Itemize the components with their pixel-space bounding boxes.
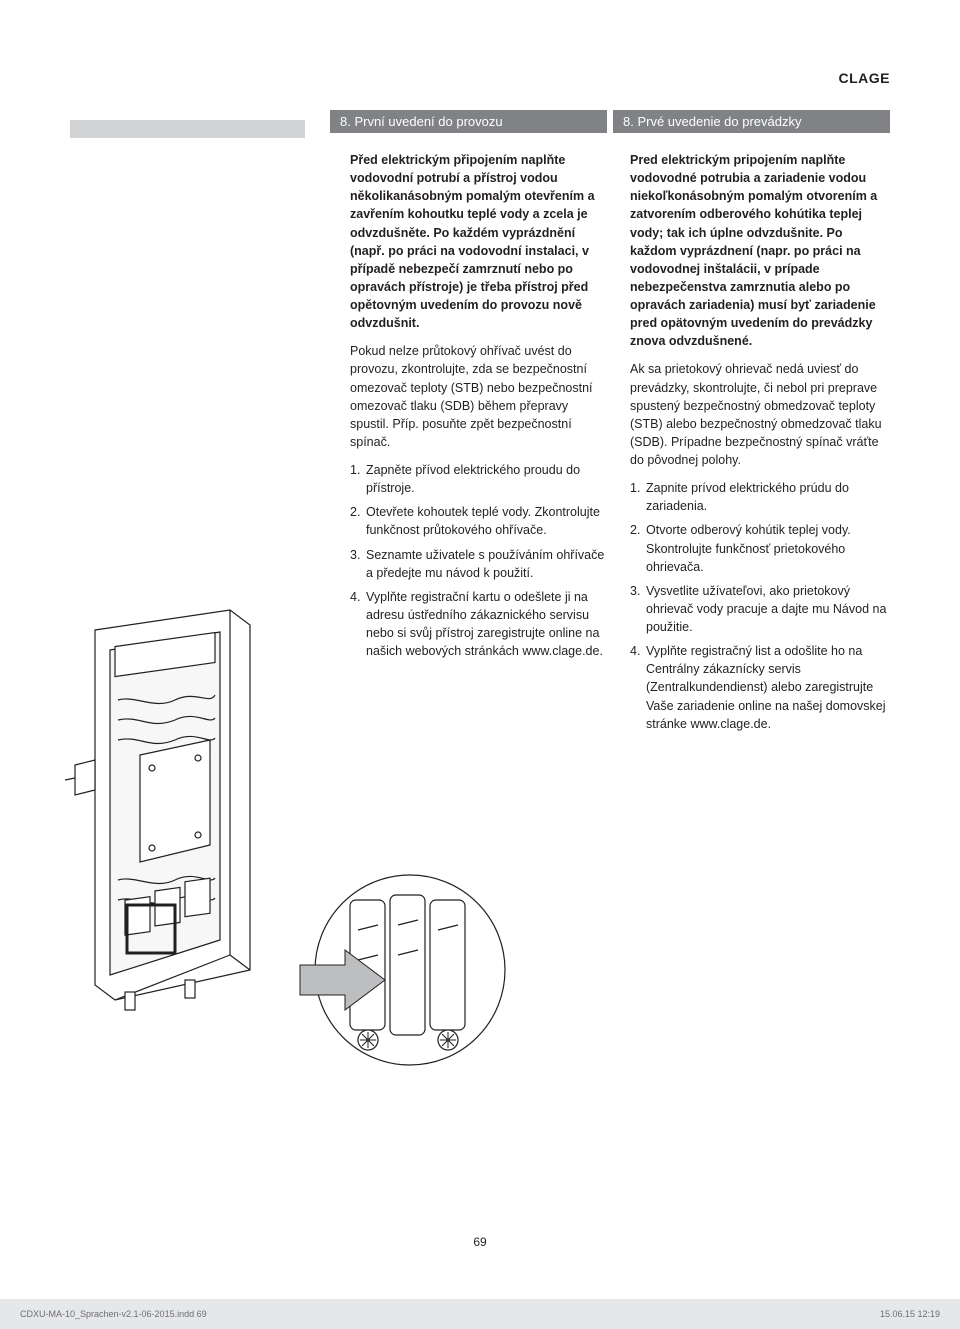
steps-list-right: 1.Zapnite prívod elektrického prúdu do z… [630, 479, 890, 733]
footer-timestamp: 15.06.15 12:19 [880, 1309, 940, 1319]
section-header-left: 8. První uvedení do provozu [330, 110, 607, 133]
column-left: Před elektrickým připojením naplňte vodo… [350, 151, 610, 739]
footer-filename: CDXU-MA-10_Sprachen-v2.1-06-2015.indd 69 [20, 1309, 207, 1319]
appliance-diagram [55, 600, 275, 1020]
column-right: Pred elektrickým pripojením naplňte vodo… [630, 151, 890, 739]
list-item: 1.Zapnite prívod elektrického prúdu do z… [630, 479, 890, 515]
list-item: 4.Vyplňte registračný list a odošlite ho… [630, 642, 890, 733]
print-footer: CDXU-MA-10_Sprachen-v2.1-06-2015.indd 69… [0, 1299, 960, 1329]
section-header-right: 8. Prvé uvedenie do prevádzky [613, 110, 890, 133]
list-item: 4.Vyplňte registrační kartu o odešlete j… [350, 588, 610, 661]
intro-bold-right: Pred elektrickým pripojením naplňte vodo… [630, 151, 890, 350]
list-item: 1.Zapněte přívod elektrického proudu do … [350, 461, 610, 497]
steps-list-left: 1.Zapněte přívod elektrického proudu do … [350, 461, 610, 660]
list-item: 2.Otvorte odberový kohútik teplej vody. … [630, 521, 890, 575]
brand-label: CLAGE [839, 70, 891, 86]
list-item: 2.Otevřete kohoutek teplé vody. Zkontrol… [350, 503, 610, 539]
tab-strip [70, 120, 305, 138]
page-number: 69 [473, 1235, 486, 1249]
intro-para-left: Pokud nelze průtokový ohřívač uvést do p… [350, 342, 610, 451]
intro-bold-left: Před elektrickým připojením naplňte vodo… [350, 151, 610, 332]
intro-para-right: Ak sa prietokový ohrievač nedá uviesť do… [630, 360, 890, 469]
detail-diagram [290, 870, 510, 1070]
list-item: 3.Vysvetlite užívateľovi, ako prietokový… [630, 582, 890, 636]
list-item: 3.Seznamte uživatele s používáním ohříva… [350, 546, 610, 582]
